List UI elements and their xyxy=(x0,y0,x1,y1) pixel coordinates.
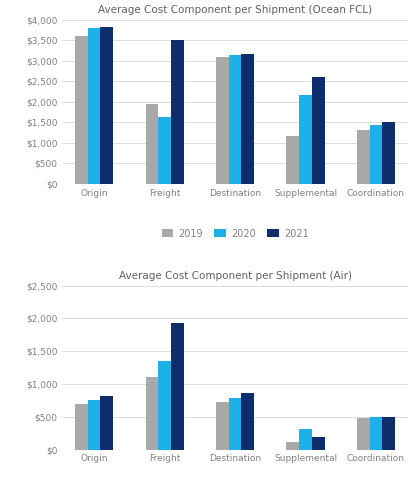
Bar xyxy=(216,402,229,450)
Bar xyxy=(216,57,229,184)
Bar xyxy=(75,36,88,184)
Bar xyxy=(382,417,395,450)
Legend: 2019, 2020, 2021: 2019, 2020, 2021 xyxy=(158,491,312,494)
Bar xyxy=(382,123,395,184)
Bar xyxy=(287,136,299,184)
Bar xyxy=(171,41,183,184)
Bar xyxy=(287,442,299,450)
Bar xyxy=(146,377,158,450)
Title: Average Cost Component per Shipment (Ocean FCL): Average Cost Component per Shipment (Oce… xyxy=(98,5,372,15)
Bar xyxy=(370,125,382,184)
Title: Average Cost Component per Shipment (Air): Average Cost Component per Shipment (Air… xyxy=(119,271,352,281)
Bar xyxy=(370,417,382,450)
Bar xyxy=(299,95,312,184)
Bar xyxy=(100,396,113,450)
Bar xyxy=(229,398,241,450)
Bar xyxy=(241,393,254,450)
Bar xyxy=(100,27,113,184)
Bar xyxy=(299,428,312,450)
Bar xyxy=(75,404,88,450)
Bar xyxy=(158,361,171,450)
Bar xyxy=(357,418,370,450)
Bar xyxy=(88,400,100,450)
Bar xyxy=(241,53,254,184)
Bar xyxy=(146,104,158,184)
Legend: 2019, 2020, 2021: 2019, 2020, 2021 xyxy=(158,225,312,243)
Bar xyxy=(357,130,370,184)
Bar xyxy=(312,437,324,450)
Bar xyxy=(312,77,324,184)
Bar xyxy=(171,323,183,450)
Bar xyxy=(158,117,171,184)
Bar xyxy=(88,28,100,184)
Bar xyxy=(229,55,241,184)
